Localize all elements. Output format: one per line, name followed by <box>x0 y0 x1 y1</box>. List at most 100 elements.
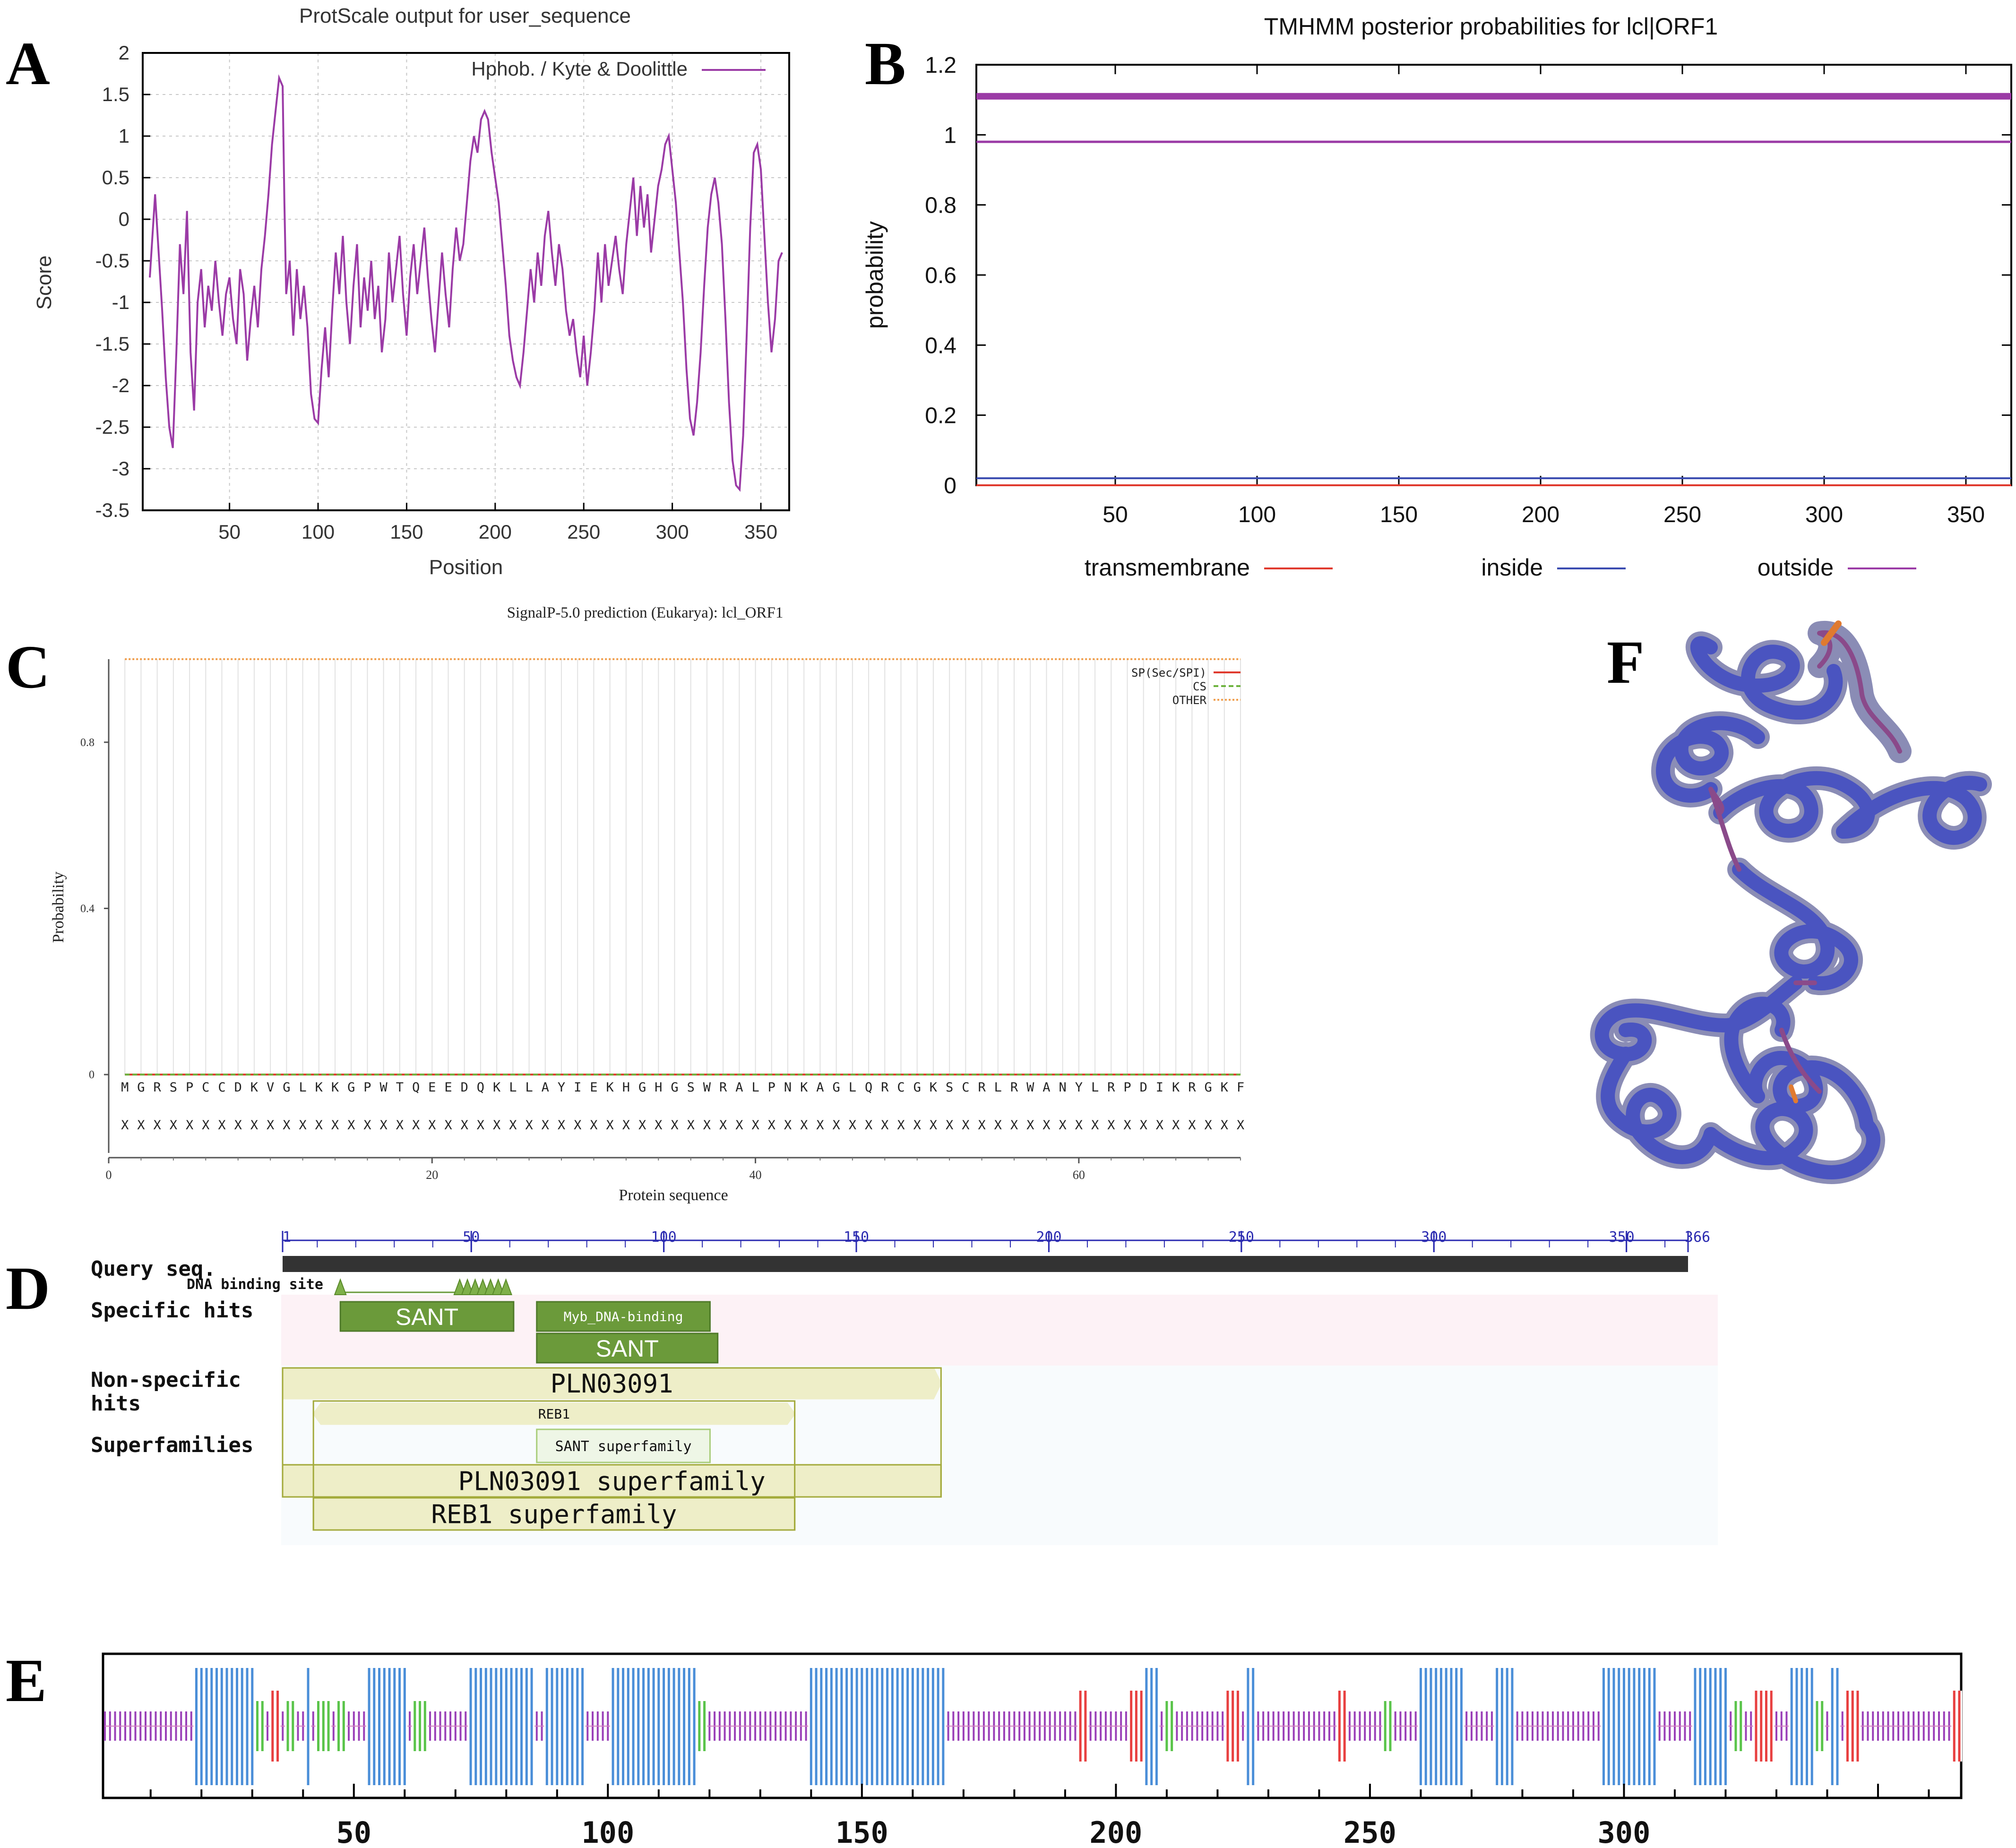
panel-c-annotation-mark: X <box>1156 1118 1163 1133</box>
panel-c-residue: N <box>784 1080 792 1095</box>
panel-b-x-tick-label: 300 <box>1805 502 1843 527</box>
panel-c-residue: L <box>994 1080 1002 1095</box>
panel-c-annotation-mark: X <box>170 1118 177 1133</box>
panel-f-terminus-n <box>1821 620 1842 646</box>
panel-c-annotation-mark: X <box>590 1118 597 1133</box>
panel-d-label-nonspecific: Non-specific <box>91 1368 241 1392</box>
panel-c-residue: C <box>202 1080 209 1095</box>
panel-e-secondary-structure: 50 100 150 200 250 300 <box>102 1652 1963 1848</box>
panel-c-residue: A <box>1042 1080 1050 1095</box>
panel-c-residue: C <box>962 1080 969 1095</box>
panel-c-annotation-mark: X <box>137 1118 145 1133</box>
panel-c-residue: G <box>638 1080 646 1095</box>
panel-a-x-axis-label: Position <box>429 556 503 579</box>
panel-c-annotation-mark: X <box>1026 1118 1034 1133</box>
panel-e-x-tick-label: 150 <box>836 1815 888 1848</box>
panel-b-y-tick-label: 0.4 <box>925 333 956 358</box>
panel-c-residue: G <box>283 1080 290 1095</box>
panel-c-annotation-mark: X <box>461 1118 468 1133</box>
panel-d-domain-pln03091-superfamily-label: PLN03091 superfamily <box>458 1466 766 1496</box>
panel-c-residue: V <box>267 1080 274 1095</box>
panel-d-dna-site-marker <box>468 1278 482 1295</box>
panel-a-x-tick-label: 100 <box>302 521 335 543</box>
panel-c-x-axis-label: Protein sequence <box>619 1186 728 1204</box>
panel-c-annotation-mark: X <box>687 1118 695 1133</box>
panel-a-x-tick-label: 250 <box>567 521 600 543</box>
panel-d-query-bar <box>283 1256 1688 1272</box>
panel-c-annotation-mark: X <box>493 1118 500 1133</box>
panel-c-residue: K <box>250 1080 258 1095</box>
panel-d-ruler-label: 100 <box>651 1229 677 1246</box>
panel-a-y-tick-label: 0.5 <box>102 166 129 189</box>
panel-b-y-tick-label: 1.2 <box>925 53 956 78</box>
panel-f-loops <box>1708 630 1902 1094</box>
panel-c-annotation-mark: X <box>396 1118 404 1133</box>
panel-d-ruler-label: 250 <box>1229 1229 1254 1246</box>
panel-e-x-tick-label: 300 <box>1597 1815 1650 1848</box>
panel-c-annotation-mark: X <box>655 1118 662 1133</box>
panel-c-annotation-mark: X <box>121 1118 129 1133</box>
panel-d-dna-site-marker <box>484 1278 497 1295</box>
panel-c-y-axis-label: Probability <box>50 871 67 943</box>
panel-c-residue: N <box>1059 1080 1067 1095</box>
panel-a-x-tick-label: 300 <box>656 521 689 543</box>
panel-c-annotation-mark: X <box>1123 1118 1131 1133</box>
panel-c-annotation-mark: X <box>412 1118 420 1133</box>
panel-c-annotation-mark: X <box>428 1118 436 1133</box>
panel-d-label-dna: DNA binding site <box>187 1276 323 1293</box>
panel-f-3d-structure-model <box>1590 620 1992 1184</box>
panel-d-dna-site-marker <box>461 1278 474 1295</box>
panel-c-residue: G <box>1204 1080 1212 1095</box>
panel-c-residue: Q <box>412 1080 420 1095</box>
panel-c-residue: S <box>946 1080 953 1095</box>
panel-b-y-tick-label: 0 <box>944 473 956 499</box>
panel-a-legend-label: Hphob. / Kyte & Doolittle <box>471 58 688 80</box>
panel-a-x-tick-label: 350 <box>744 521 777 543</box>
panel-c-residue: K <box>606 1080 614 1095</box>
panel-c-annotation-mark: X <box>347 1118 355 1133</box>
panel-c-residue: G <box>137 1080 145 1095</box>
panel-b-x-tick-label: 50 <box>1103 502 1128 527</box>
panel-c-residue: R <box>1188 1080 1196 1095</box>
panel-d-dna-binding-sites <box>334 1278 513 1295</box>
panel-c-annotation-mark: X <box>558 1118 565 1133</box>
panel-c-residue: D <box>1140 1080 1147 1095</box>
panel-c-y-tick-label: 0 <box>89 1069 95 1081</box>
panel-a-y-tick-label: 2 <box>119 42 129 64</box>
panel-b-x-tick-label: 100 <box>1238 502 1276 527</box>
panel-c-annotation-mark: X <box>1204 1118 1212 1133</box>
panel-d-ruler: 1 50 100 150 200 250 300 350 366 <box>282 1229 1710 1252</box>
panel-c-residue: R <box>978 1080 986 1095</box>
panel-d-domain-pln03091-label: PLN03091 <box>551 1369 673 1399</box>
panel-c-annotation-mark: X <box>315 1118 323 1133</box>
panel-c-residue: A <box>542 1080 549 1095</box>
panel-c-residue: W <box>380 1080 388 1095</box>
panel-c-annotation-mark: X <box>622 1118 630 1133</box>
panel-e-x-tick-label: 100 <box>581 1815 634 1848</box>
panel-c-residue: P <box>1123 1080 1131 1095</box>
panel-a-x-tick-label: 200 <box>479 521 512 543</box>
panel-d-label-query: Query seq. <box>91 1257 216 1281</box>
panel-c-residue: I <box>1156 1080 1163 1095</box>
panel-d-domain-myb-box <box>536 1301 711 1332</box>
panel-c-legend-sp: SP(Sec/SPI) <box>1131 666 1206 679</box>
panel-a-grid <box>143 52 789 511</box>
panel-c-legend-cs: CS <box>1193 680 1206 693</box>
panel-c-annotation-mark: X <box>283 1118 290 1133</box>
panel-c-residue: K <box>331 1080 339 1095</box>
panel-c-annotation-mark: X <box>380 1118 388 1133</box>
panel-d-dna-site-marker <box>491 1278 505 1295</box>
panel-d-domain-reb1-label: REB1 <box>538 1406 570 1422</box>
panel-c-residue: E <box>590 1080 597 1095</box>
panel-d-label-specific: Specific hits <box>91 1298 253 1323</box>
panel-d-ruler-label: 366 <box>1685 1229 1710 1246</box>
panel-c-annotation-mark: X <box>833 1118 840 1133</box>
panel-c-annotation-mark: X <box>1107 1118 1115 1133</box>
panel-c-annotation-mark: X <box>606 1118 614 1133</box>
panel-c-residue: K <box>1221 1080 1229 1095</box>
panel-c-residue: K <box>315 1080 323 1095</box>
panel-c-signalp-plot: SignalP-5.0 prediction (Eukarya): lcl_OR… <box>50 604 1244 1204</box>
